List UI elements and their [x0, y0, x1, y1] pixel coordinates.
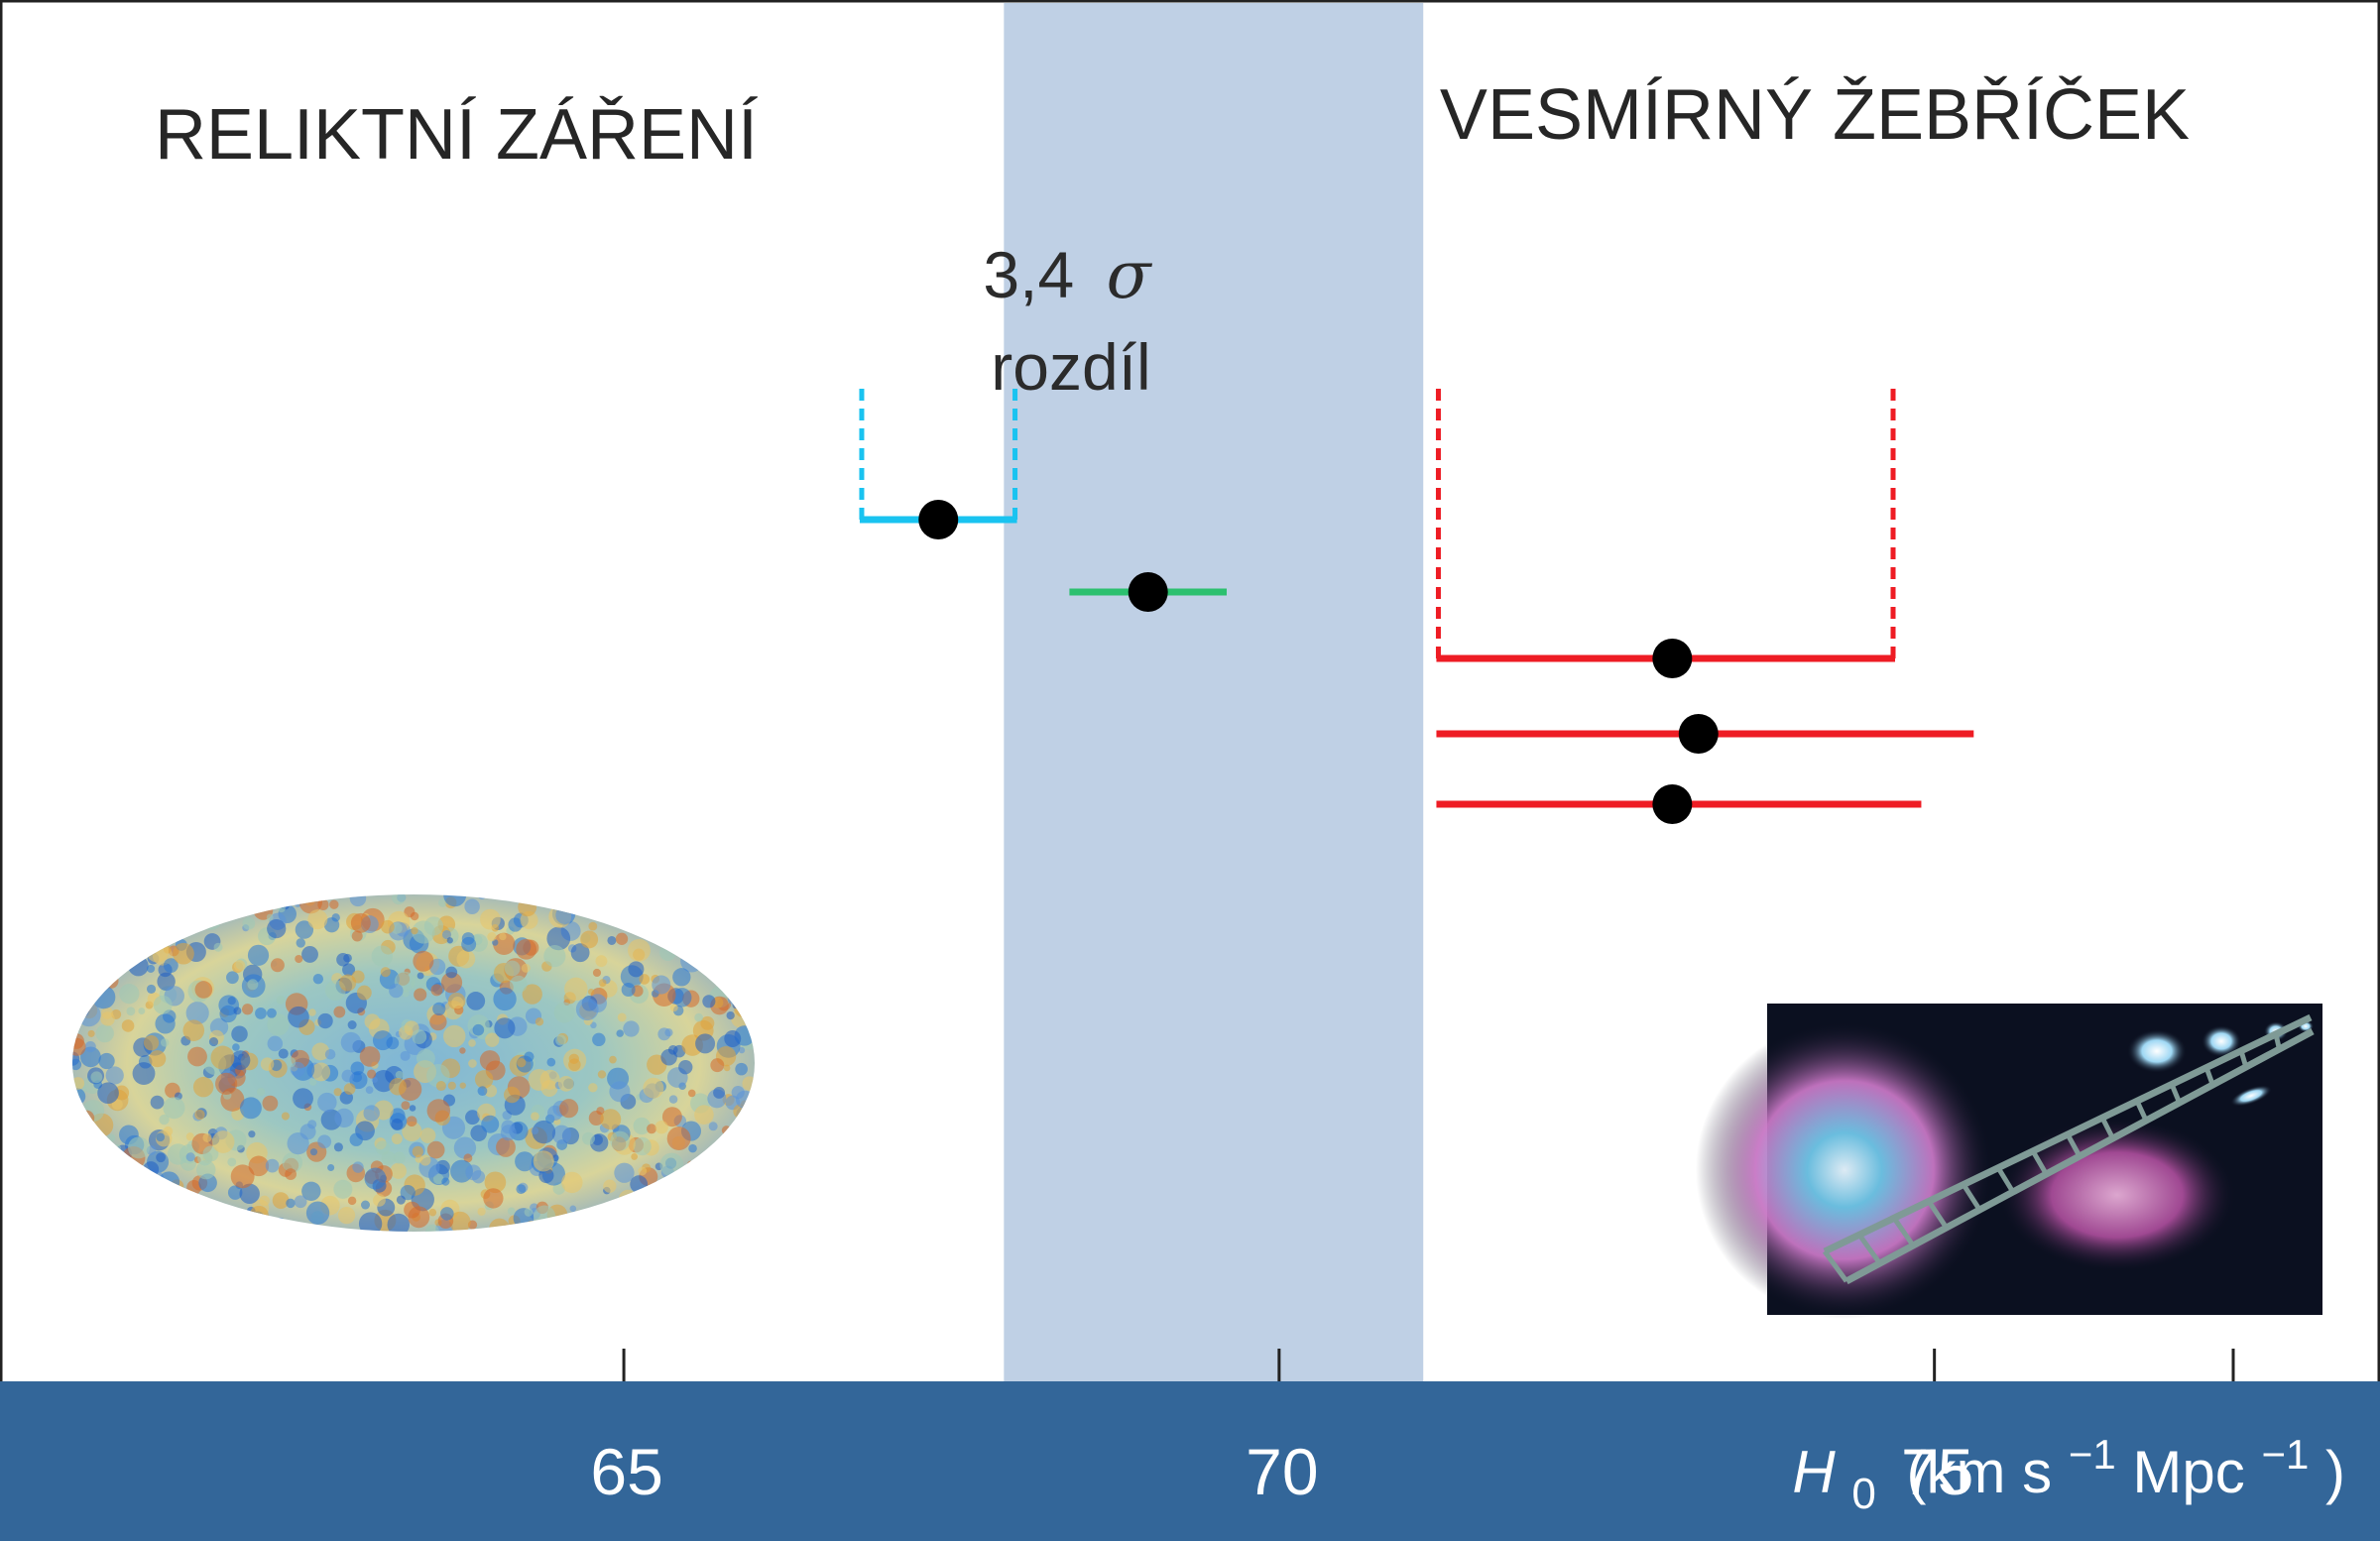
distance-ladder-point — [1652, 784, 1693, 824]
x-ticks: 65 70 75 — [590, 1349, 2235, 1508]
x-axis-units-open: (km s — [1907, 1439, 2053, 1505]
x-axis-units-close: ) — [2325, 1439, 2345, 1505]
x-axis-units-exp1: −1 — [2069, 1431, 2116, 1478]
distance-ladder-point — [1678, 714, 1719, 754]
x-axis-units-mid: Mpc — [2132, 1439, 2244, 1505]
tension-band — [1004, 3, 1424, 1382]
x-tick-label: 70 — [1246, 1435, 1318, 1508]
cmb-map-image — [72, 894, 755, 1232]
tension-label-line1: 3,4 σ — [983, 237, 1152, 313]
cmb-point — [918, 500, 959, 539]
distance-ladder-point — [1652, 639, 1693, 678]
x-axis-title: H 0 (km s −1 Mpc −1 ) — [1792, 1415, 2345, 1521]
intermediate-point — [1128, 572, 1168, 612]
x-tick-label: 65 — [590, 1435, 662, 1508]
x-tick-label: 75 — [1901, 1435, 1973, 1508]
tension-label-sigma: σ — [1107, 237, 1153, 313]
x-axis-units-exp2: −1 — [2261, 1431, 2309, 1478]
distance-ladder-image — [1696, 1004, 2322, 1319]
cmb-heading: RELIKTNÍ ZÁŘENÍ — [155, 95, 758, 175]
x-axis-band — [0, 1381, 2380, 1541]
x-axis-subscript: 0 — [1851, 1470, 1875, 1518]
data-marks — [859, 385, 1974, 824]
tension-label-value: 3,4 — [983, 238, 1074, 311]
distance-ladder-heading: VESMÍRNÝ ŽEBŘÍČEK — [1440, 75, 2190, 155]
tension-label-line2: rozdíl — [991, 330, 1150, 404]
x-axis-symbol: H — [1792, 1439, 1836, 1505]
